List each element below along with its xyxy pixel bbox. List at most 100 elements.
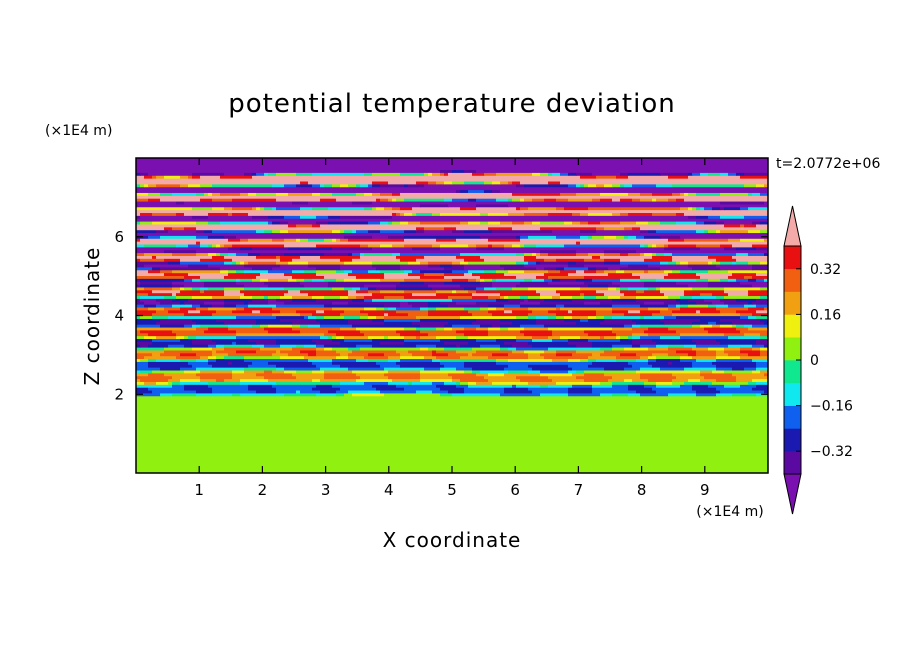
contour-cell [620, 278, 641, 282]
contour-cell [648, 229, 657, 234]
contour-cell [476, 289, 537, 294]
contour-cell [724, 349, 741, 354]
contour-cell [720, 341, 757, 345]
contour-cell [348, 347, 361, 351]
contour-cell [180, 289, 201, 294]
contour-cell [732, 255, 768, 259]
contour-cell [596, 229, 641, 234]
contour-cell [464, 306, 481, 311]
contour-cell [368, 312, 385, 317]
contour-cell [136, 301, 145, 305]
contour-cell [672, 361, 693, 365]
contour-cell [152, 289, 181, 294]
contour-cell [556, 198, 569, 202]
contour-cell [332, 301, 349, 305]
contour-cell [136, 284, 141, 288]
contour-cell [224, 206, 233, 211]
contour-cell [136, 410, 768, 414]
contour-cell [172, 286, 181, 291]
contour-cell [316, 266, 341, 271]
contour-cell [160, 301, 181, 305]
contour-cell [460, 261, 469, 265]
contour-cell [244, 301, 249, 305]
contour-cell [756, 298, 768, 302]
contour-cell [232, 341, 237, 345]
contour-cell [576, 183, 581, 188]
contour-cell [648, 332, 681, 337]
contour-cell [536, 266, 545, 271]
contour-cell [312, 369, 325, 374]
contour-cell [640, 198, 653, 202]
contour-cell [656, 389, 697, 394]
contour-cell [624, 367, 641, 371]
contour-cell [184, 387, 213, 391]
contour-cell [356, 358, 369, 362]
contour-cell [308, 352, 317, 357]
contour-cell [364, 355, 389, 360]
contour-cell [720, 261, 733, 265]
contour-cell [464, 364, 509, 368]
contour-cell [540, 295, 553, 299]
contour-cell [196, 306, 209, 311]
contour-cell [136, 424, 768, 428]
contour-cell [644, 235, 661, 239]
contour-cell [452, 378, 461, 382]
contour-cell [196, 335, 237, 340]
contour-cell [380, 389, 417, 394]
contour-cell [696, 301, 713, 305]
contour-cell [512, 226, 541, 231]
contour-cell [656, 252, 665, 256]
contour-cell [200, 369, 233, 374]
contour-cell [324, 238, 333, 242]
contour-cell [616, 235, 625, 239]
contour-cell [180, 358, 197, 362]
contour-cell [276, 367, 285, 371]
contour-cell [200, 355, 209, 360]
contour-cell [236, 281, 265, 285]
contour-cell [684, 292, 701, 297]
contour-cell [404, 326, 417, 331]
contour-cell [452, 263, 465, 268]
contour-cell [508, 295, 521, 299]
y-tick-label: 6 [114, 228, 124, 246]
contour-cell [288, 261, 309, 265]
contour-cell [532, 338, 553, 342]
contour-cell [620, 252, 629, 256]
contour-cell [200, 289, 205, 294]
contour-cell [640, 375, 677, 380]
contour-cell [560, 278, 577, 282]
contour-cell [216, 252, 221, 256]
contour-cell [680, 358, 697, 362]
contour-cell [524, 332, 553, 337]
contour-cell [256, 275, 293, 279]
contour-cell [136, 407, 768, 411]
contour-cell [192, 286, 201, 291]
contour-cell [432, 286, 465, 291]
contour-cell [204, 301, 225, 305]
contour-cell [332, 192, 357, 196]
contour-cell [508, 203, 768, 208]
x-tick-label: 4 [384, 481, 394, 499]
contour-cell [224, 301, 245, 305]
contour-cell [184, 312, 213, 317]
contour-cell [724, 206, 741, 211]
colorbar-tick-label: 0 [810, 353, 819, 369]
contour-cell [584, 329, 613, 334]
contour-cell [156, 381, 169, 385]
contour-cell [604, 269, 617, 274]
contour-cell [200, 278, 237, 282]
contour-cell [480, 212, 489, 216]
contour-cell [248, 212, 393, 216]
contour-cell [136, 238, 141, 242]
contour-cell [644, 384, 657, 388]
contour-cell [612, 344, 633, 348]
contour-cell [488, 304, 505, 308]
contour-cell [556, 235, 581, 239]
contour-cell [144, 286, 173, 291]
contour-cell [732, 324, 737, 328]
contour-cell [464, 266, 505, 271]
contour-cell [408, 183, 425, 188]
contour-cell [476, 278, 481, 282]
contour-cell [596, 295, 609, 299]
contour-cell [324, 275, 357, 279]
